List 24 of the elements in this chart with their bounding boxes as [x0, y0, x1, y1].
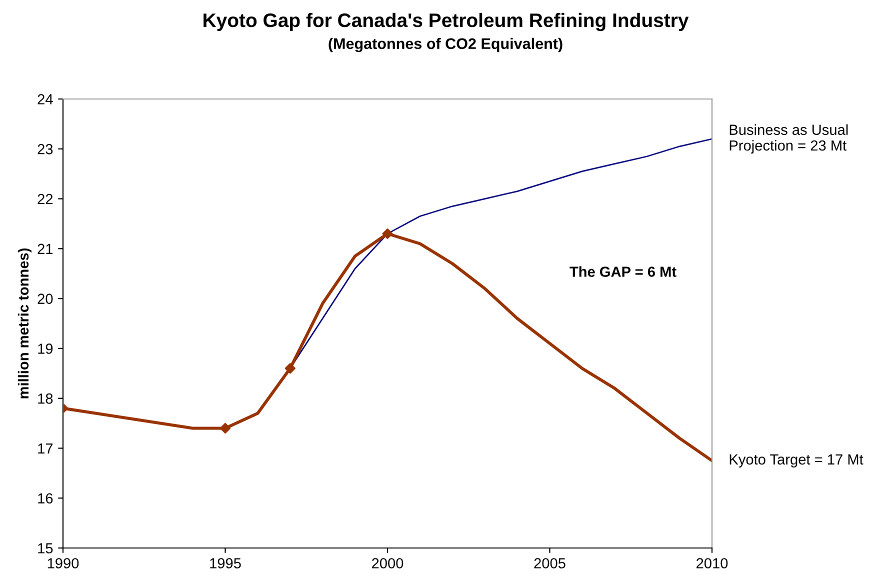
y-tick-label: 16: [38, 493, 53, 504]
point: [284, 363, 296, 374]
y-tick-label: 22: [38, 194, 53, 204]
series-label: Business as Usual Projection = 23 Mt: [730, 124, 848, 154]
series-label: Kyoto Target = 17 Mt: [730, 454, 864, 468]
x-tick-label: 1995: [210, 558, 241, 568]
x-tick-label: 1990: [48, 558, 79, 568]
point: [382, 228, 393, 239]
y-tick-label: 21: [38, 244, 53, 254]
chart-title: Kyoto Gap for Canada's Petroleum Refining Industry: [204, 12, 689, 32]
y-tick-label: 17: [38, 443, 53, 454]
y-tick-label: 20: [38, 294, 53, 304]
y-axis-title: million metric tonnes): [18, 248, 32, 398]
y-tick-label: 24: [38, 94, 53, 104]
x-tick-label: 2010: [696, 558, 728, 568]
y-tick-label: 23: [38, 144, 53, 154]
point: [220, 422, 231, 434]
annotation: The GAP = 6 Mt: [570, 266, 676, 277]
y-tick-label: 19: [38, 344, 53, 354]
x-tick-label: 2000: [372, 558, 404, 568]
x-tick-label: 2005: [534, 558, 566, 568]
y-tick-label: 15: [38, 543, 53, 554]
chart-subtitle: (Megatonnes of CO2 Equivalent): [328, 38, 562, 52]
y-tick-label: 18: [38, 393, 53, 404]
